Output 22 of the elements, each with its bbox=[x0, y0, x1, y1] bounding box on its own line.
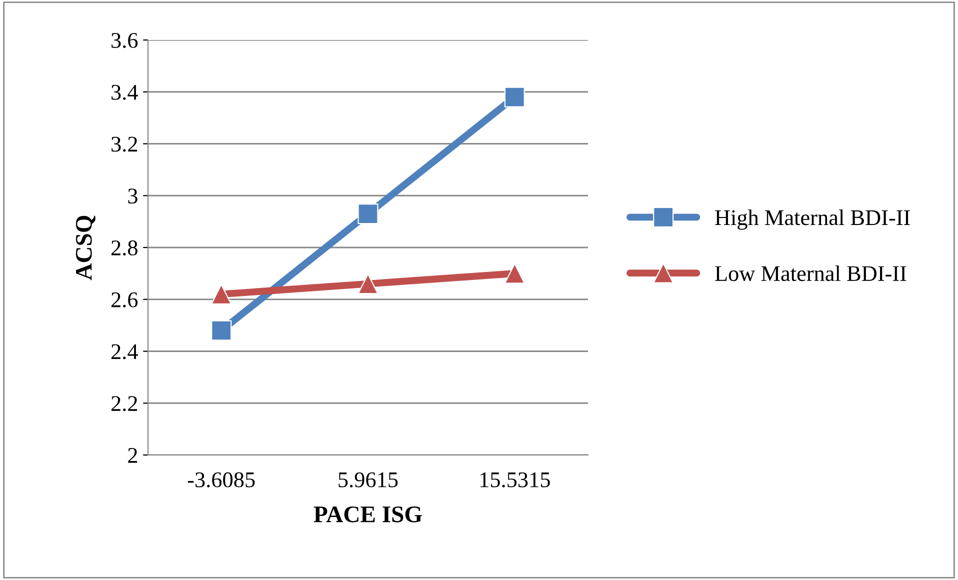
y-tick-label: 2.8 bbox=[111, 240, 138, 256]
y-tick-label: 3.2 bbox=[112, 136, 138, 152]
y-tick-label: 2.6 bbox=[111, 292, 138, 308]
point bbox=[211, 320, 232, 341]
y-axis-title: ACSQ bbox=[76, 216, 96, 280]
y-tick-label: 3.6 bbox=[112, 32, 138, 48]
x-tick-label: -3.6085 bbox=[188, 472, 255, 488]
y-tick-label: 3.4 bbox=[112, 84, 138, 100]
legend-label: High Maternal BDI-II bbox=[715, 210, 910, 230]
point bbox=[358, 274, 378, 294]
point bbox=[504, 86, 525, 108]
point bbox=[211, 284, 232, 304]
y-tick-label: 2.4 bbox=[111, 344, 138, 360]
y-tick-label: 2.2 bbox=[111, 396, 138, 412]
x-axis-title: PACE ISG bbox=[314, 506, 422, 522]
y-tick-label: 2 bbox=[128, 448, 138, 463]
y-tick-label: 3 bbox=[128, 188, 138, 204]
x-tick-label: 15.5315 bbox=[480, 472, 550, 488]
legend-label: Low Maternal BDI-II bbox=[715, 265, 906, 282]
point bbox=[504, 263, 525, 284]
point bbox=[358, 204, 378, 224]
x-tick-label: 5.9615 bbox=[338, 472, 398, 488]
